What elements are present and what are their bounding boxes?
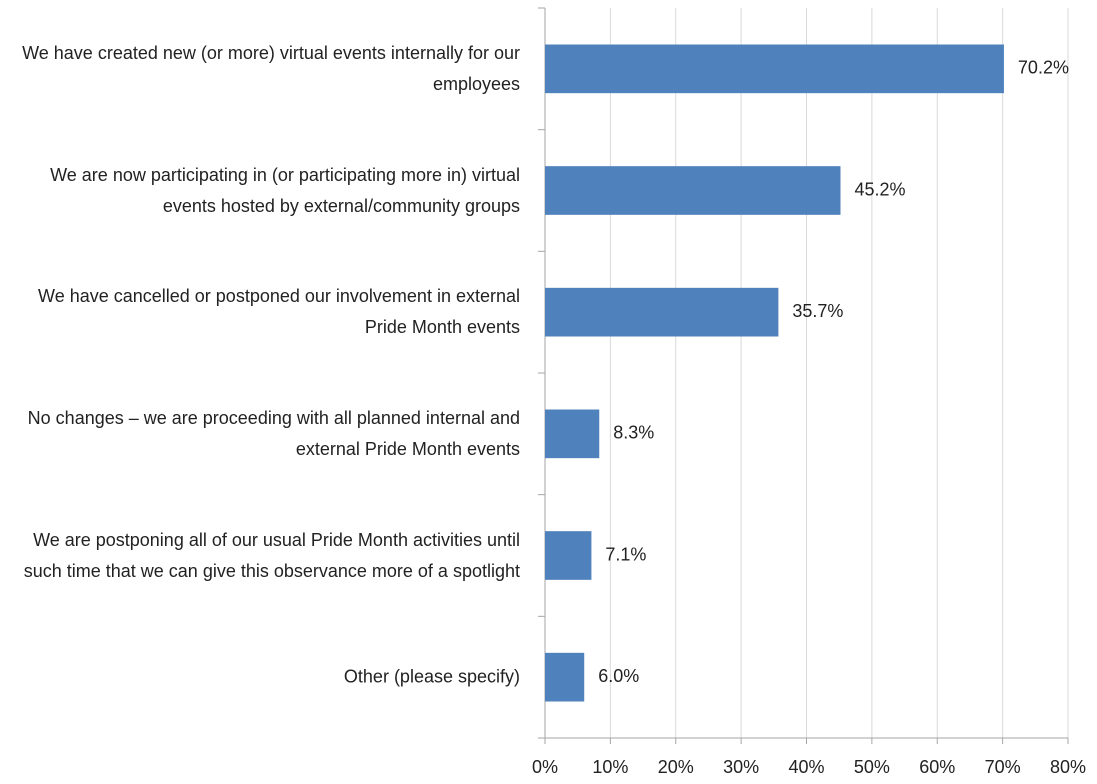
bar	[545, 287, 779, 337]
x-tick-label: 40%	[788, 757, 824, 777]
value-label: 6.0%	[598, 666, 639, 686]
value-label: 70.2%	[1018, 58, 1069, 78]
value-label: 7.1%	[605, 544, 646, 564]
value-label: 8.3%	[613, 423, 654, 443]
value-label: 45.2%	[854, 179, 905, 199]
x-tick-label: 60%	[919, 757, 955, 777]
value-label: 35.7%	[792, 301, 843, 321]
x-tick-label: 20%	[658, 757, 694, 777]
bar	[545, 531, 592, 580]
bar	[545, 409, 600, 459]
y-tick-label: Other (please specify)	[343, 666, 520, 687]
x-tick-label: 0%	[532, 757, 558, 777]
x-tick-label: 10%	[592, 757, 628, 777]
y-tick-label: No changes – we are proceeding with all …	[27, 407, 520, 459]
bar	[545, 652, 585, 702]
x-tick-label: 30%	[723, 757, 759, 777]
bar	[545, 166, 841, 215]
y-tick-label: We have created new (or more) virtual ev…	[22, 42, 520, 94]
y-tick-label: We have cancelled or postponed our invol…	[38, 286, 520, 338]
x-tick-label: 70%	[985, 757, 1021, 777]
y-tick-label: We are now participating in (or particip…	[50, 164, 520, 216]
x-tick-label: 50%	[854, 757, 890, 777]
x-tick-label: 80%	[1050, 757, 1086, 777]
bar	[545, 44, 1004, 94]
y-tick-label: We are postponing all of our usual Pride…	[23, 529, 520, 581]
